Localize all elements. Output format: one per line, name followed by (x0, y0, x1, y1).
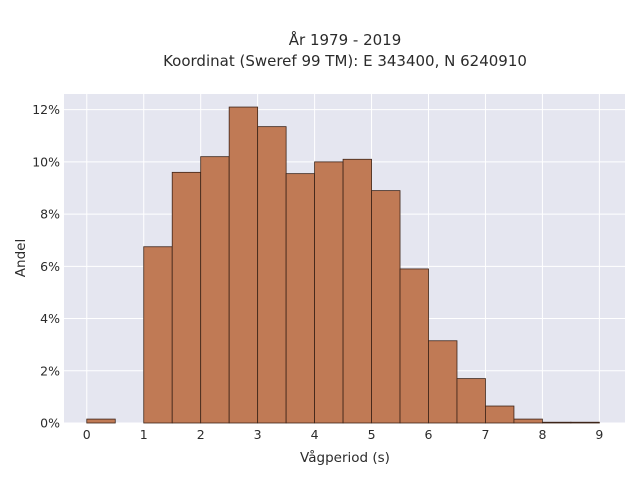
histogram-bar (570, 421, 600, 424)
histogram-bar (371, 190, 401, 424)
histogram-bar (200, 156, 230, 424)
histogram-bar (342, 158, 372, 424)
x-tick-label: 2 (197, 427, 205, 442)
histogram-bar (143, 246, 173, 424)
y-axis-ticks: 0% 2% 4% 6% 8% 10% 12% (32, 102, 60, 430)
x-tick-label: 4 (311, 427, 319, 442)
histogram-bar (542, 421, 572, 424)
histogram-bar (485, 405, 515, 424)
y-tick-label: 10% (32, 154, 60, 169)
x-axis-ticks: 0 1 2 3 4 5 6 7 8 9 (83, 427, 604, 442)
x-tick-label: 6 (425, 427, 433, 442)
y-tick-label: 0% (40, 416, 60, 431)
histogram-bar (86, 418, 116, 424)
x-tick-label: 5 (368, 427, 376, 442)
y-tick-label: 2% (40, 363, 60, 378)
chart-title-line1: År 1979 - 2019 (289, 30, 402, 49)
histogram-bar (314, 161, 344, 424)
y-tick-label: 6% (40, 259, 60, 274)
x-tick-label: 8 (538, 427, 546, 442)
bars (86, 106, 600, 424)
histogram-bar (428, 340, 458, 424)
histogram-bar (228, 106, 259, 424)
histogram-bar (399, 268, 429, 424)
histogram-bar (456, 378, 486, 424)
x-tick-label: 1 (140, 427, 148, 442)
histogram-bar (171, 171, 202, 424)
y-tick-label: 12% (32, 102, 60, 117)
histogram-bar (285, 173, 315, 424)
x-axis-label: Vågperiod (s) (300, 449, 390, 466)
x-tick-label: 7 (481, 427, 489, 442)
x-tick-label: 9 (595, 427, 603, 442)
x-tick-label: 0 (83, 427, 91, 442)
y-tick-label: 8% (40, 207, 60, 222)
histogram-bar (513, 418, 543, 424)
y-axis-label: Andel (13, 239, 29, 277)
x-tick-label: 3 (254, 427, 262, 442)
y-tick-label: 4% (40, 311, 60, 326)
histogram-bar (257, 126, 287, 424)
chart-title-line2: Koordinat (Sweref 99 TM): E 343400, N 62… (163, 52, 527, 70)
